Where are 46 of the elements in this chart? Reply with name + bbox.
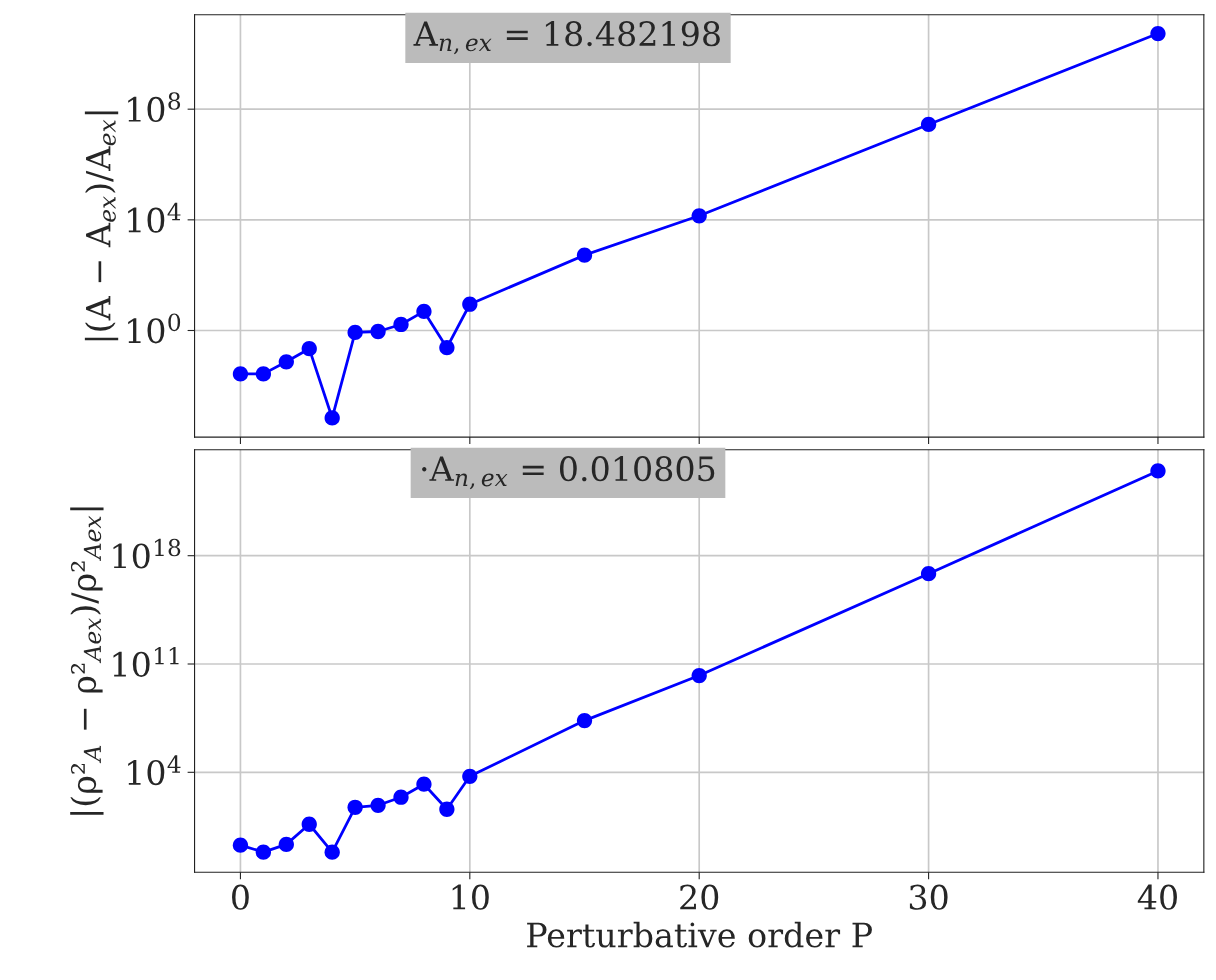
point: [301, 816, 317, 832]
point: [691, 667, 707, 684]
point: [370, 323, 386, 340]
point: [393, 316, 409, 333]
y-tick-label: 10$^{18}$: [113, 538, 181, 569]
x-tick-label: 40: [1137, 884, 1177, 910]
point: [920, 566, 937, 582]
x-tick-label: 10: [452, 884, 489, 910]
point: [370, 797, 386, 813]
point: [347, 799, 363, 815]
point: [278, 354, 294, 370]
point: [439, 340, 455, 356]
point: [1150, 25, 1166, 42]
point: [255, 366, 272, 382]
chart-title: A$_{n,ex}$ = 18.482198: [413, 21, 720, 55]
point: [324, 844, 340, 860]
point: [462, 296, 478, 312]
point: [393, 789, 409, 805]
point: [416, 776, 432, 792]
point: [278, 836, 294, 853]
point: [232, 366, 249, 382]
point: [301, 341, 317, 357]
y-tick-label: 10$^{4}$: [128, 202, 181, 233]
chart-title: ·A$_{n,ex}$ = 0.010805: [422, 456, 715, 490]
y-axis-title: |(A − A$_{ex}$)/A$_{ex}$|: [84, 111, 119, 341]
x-axis-title: Perturbative order P: [527, 921, 872, 948]
point: [576, 247, 593, 263]
point: [439, 801, 455, 817]
x-tick-label: 0: [232, 884, 249, 910]
y-tick-label: 10$^{8}$: [128, 92, 181, 123]
point: [232, 837, 249, 853]
point: [920, 116, 937, 133]
point: [1150, 463, 1166, 479]
y-tick-label: 10$^{0}$: [128, 313, 181, 344]
point: [324, 410, 340, 426]
point: [416, 303, 432, 320]
y-tick-label: 10$^{4}$: [128, 755, 181, 786]
point: [462, 768, 478, 784]
point: [255, 844, 272, 860]
x-tick-label: 20: [680, 884, 719, 910]
y-axis-title: |(ρ²$_{A}$ − ρ²$_{Aex}$)/ρ²$_{Aex}$|: [70, 507, 104, 815]
point: [347, 324, 363, 341]
point: [576, 712, 593, 729]
y-tick-label: 10$^{11}$: [113, 647, 179, 677]
point: [691, 208, 707, 224]
x-tick-label: 30: [909, 884, 948, 910]
